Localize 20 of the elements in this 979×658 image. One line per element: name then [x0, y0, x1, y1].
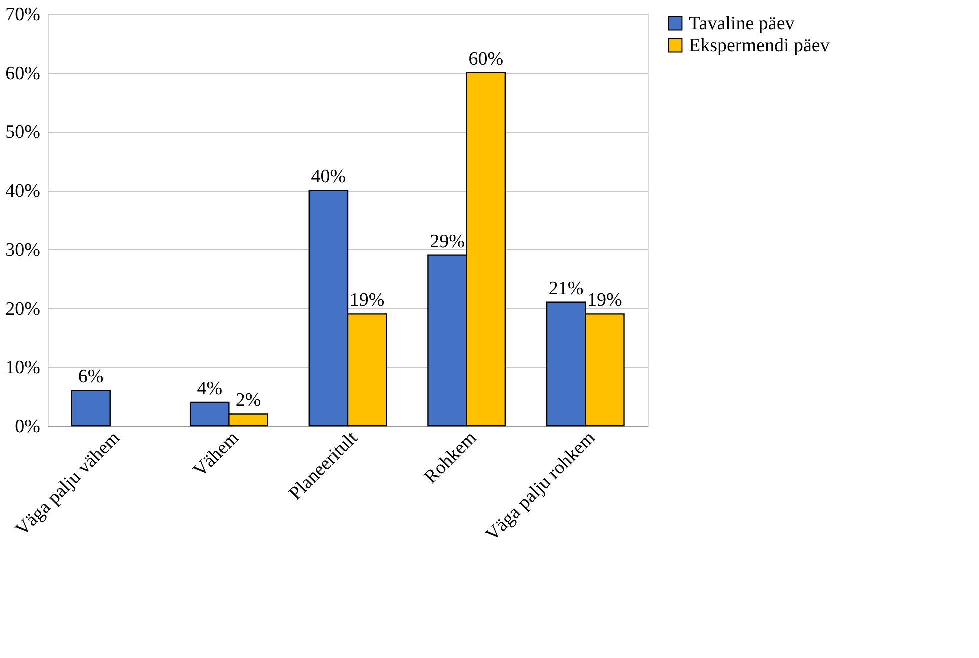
y-tick-label: 60%: [6, 63, 41, 84]
y-tick-label: 20%: [6, 298, 41, 320]
data-label: 29%: [430, 231, 466, 252]
data-label: 60%: [468, 48, 504, 70]
data-label: 19%: [350, 290, 385, 312]
data-label: 40%: [311, 166, 346, 188]
y-tick-label: 10%: [6, 358, 41, 379]
y-tick-label: 30%: [6, 240, 41, 261]
y-tick-label: 0%: [15, 416, 41, 438]
legend-label: Ekspermendi päev: [689, 36, 830, 56]
data-label: 6%: [78, 366, 104, 388]
data-label: 4%: [197, 378, 223, 400]
data-label: 19%: [588, 290, 623, 312]
y-tick-label: 70%: [6, 4, 41, 26]
data-label: 21%: [548, 278, 584, 300]
legend-label: Tavaline päev: [689, 14, 796, 34]
y-tick-label: 50%: [6, 122, 41, 144]
y-tick-label: 40%: [6, 181, 41, 202]
data-label: 2%: [236, 390, 262, 412]
bar: [71, 390, 111, 427]
